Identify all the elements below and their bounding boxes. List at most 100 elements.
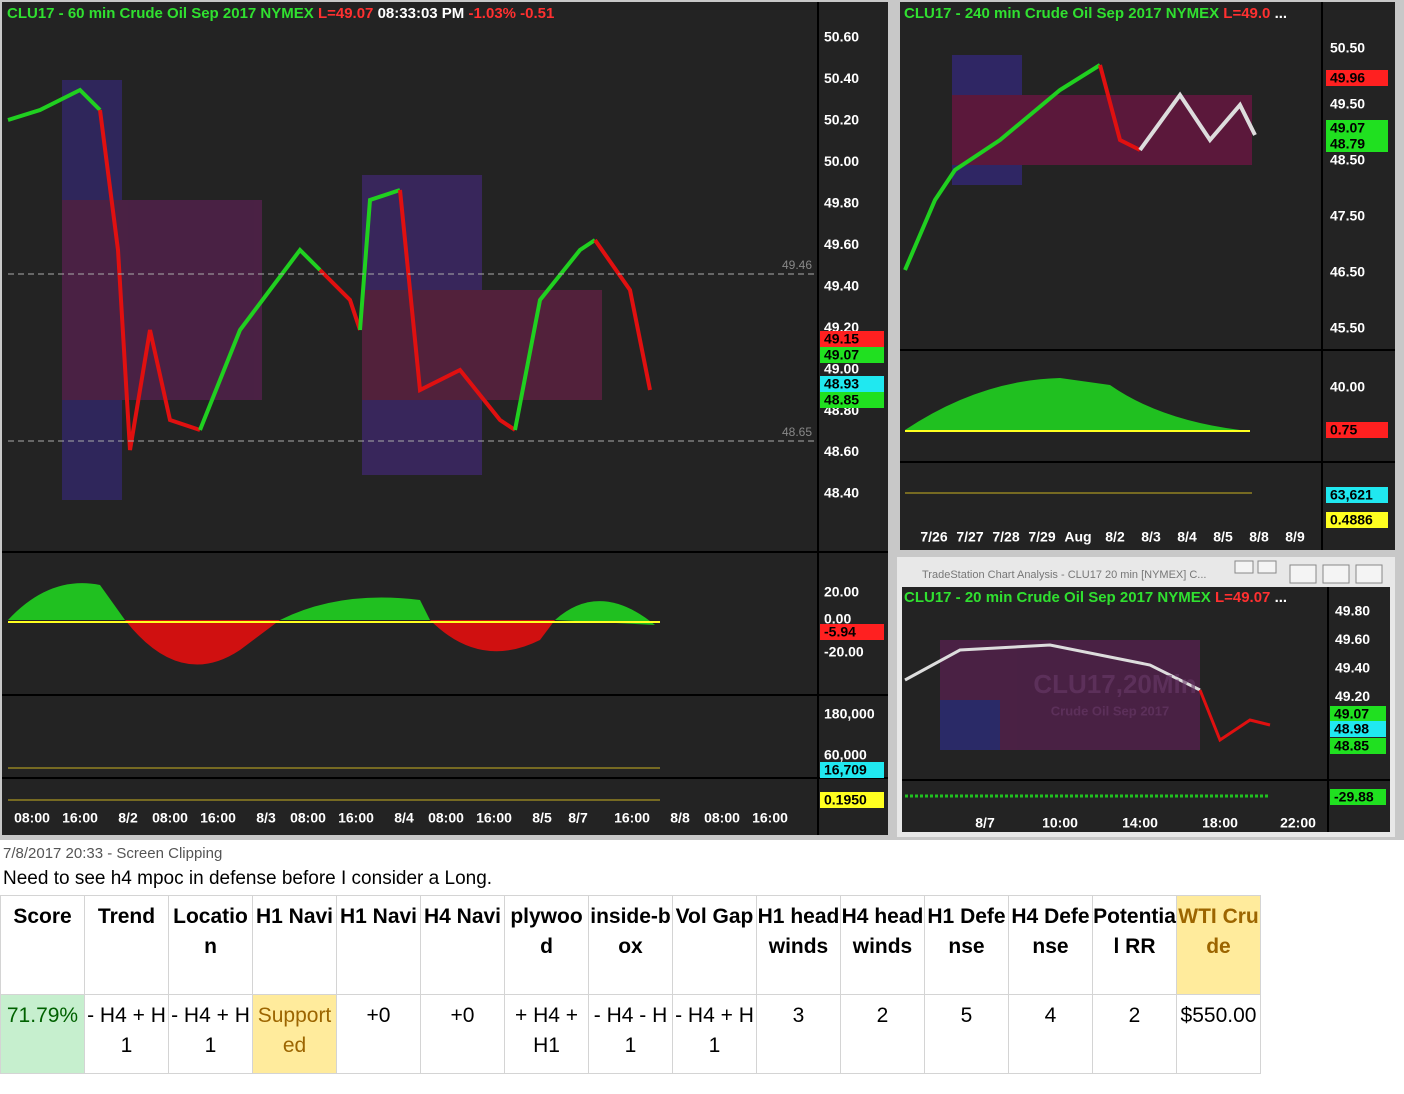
x-tick-label: 7/28 [992, 529, 1019, 545]
y-tick-label: 50.20 [824, 112, 859, 128]
y-tick-label: 49.60 [1335, 631, 1370, 647]
price-marker-label: 16,709 [824, 762, 867, 778]
data-cell: - H4 + H1 [168, 994, 253, 1074]
x-tick-label: 8/3 [1141, 529, 1161, 545]
title-part: CLU17 - 60 min Crude Oil Sep 2017 NYMEX [7, 5, 314, 22]
data-row: 71.79% - H4 + H1- H4 + H1 Supported +0 +0 + H… [0, 994, 1261, 1074]
x-tick-label: 7/29 [1028, 529, 1055, 545]
price-marker-box [1326, 136, 1388, 152]
window-title: TradeStation Chart Analysis - CLU17 20 m… [922, 569, 1206, 581]
price-marker-box [1326, 512, 1388, 528]
x-tick-label: 8/8 [1249, 529, 1269, 545]
price-marker-box [820, 792, 884, 808]
price-decoration [7, 63, 1271, 743]
volume-tick-label: 180,000 [824, 706, 875, 722]
data-cell: 2 [1092, 994, 1177, 1074]
data-cell: - H4 - H1 [588, 994, 673, 1074]
osc-tick-label: 20.00 [824, 584, 859, 600]
data-cell: +0 [336, 994, 421, 1074]
price-marker-label: -29.88 [1334, 789, 1374, 805]
price-marker-label: 48.85 [1334, 738, 1369, 754]
price-marker-box [1326, 70, 1388, 86]
x-tick-label: 8/2 [118, 810, 138, 826]
data-cell: 5 [924, 994, 1009, 1074]
x-tick-label: 8/4 [394, 810, 414, 826]
y-tick-label: 50.50 [1330, 40, 1365, 56]
x-tick-label: 16:00 [752, 810, 788, 826]
x-tick-label: 8/5 [1213, 529, 1233, 545]
score-table: Score Trend Location H1 Navi H1 Navi H4 Navi p… [0, 895, 1261, 1074]
title-part: 08:33:03 PM [378, 5, 465, 22]
header-cell: Score [0, 895, 85, 995]
x-tick-label: 16:00 [614, 810, 650, 826]
title-part: L=49.0 [1223, 5, 1270, 22]
data-cell: +0 [420, 994, 505, 1074]
title-part: -0.51 [520, 5, 554, 22]
x-tick-label: 14:00 [1122, 815, 1158, 831]
title-part: CLU17 - 20 min Crude Oil Sep 2017 NYMEX [904, 589, 1211, 606]
header-cell: WTI Crude [1176, 895, 1261, 995]
price-marker-box [820, 762, 884, 778]
x-tick-label: 16:00 [338, 810, 374, 826]
title-part: L=49.07 [318, 5, 373, 22]
y-tick-label: 49.20 [1335, 688, 1370, 704]
price-marker-box [1330, 706, 1386, 722]
price-marker-box [1330, 738, 1386, 754]
header-cell: H4 Defense [1008, 895, 1093, 995]
data-cell: - H4 + H1 [672, 994, 757, 1074]
price-marker-label: 49.96 [1330, 70, 1365, 86]
price-marker-label: 0.4886 [1330, 512, 1373, 528]
y-tick-label: 49.60 [824, 236, 859, 252]
title-part: L=49.07 [1215, 589, 1270, 606]
price-marker-label: 0.1950 [824, 792, 867, 808]
price-marker-label: 48.85 [824, 392, 859, 408]
x-tick-label: 08:00 [152, 810, 188, 826]
header-cell: Location [168, 895, 253, 995]
header-cell: H1 Navi [252, 895, 337, 995]
price-marker-box [820, 376, 884, 392]
chart-title: CLU17 - 240 min Crude Oil Sep 2017 NYMEX… [904, 5, 1287, 22]
x-tick-label: 16:00 [62, 810, 98, 826]
header-cell: Trend [84, 895, 169, 995]
data-cell: - H4 + H1 [84, 994, 169, 1074]
y-tick-label: 49.80 [1335, 603, 1370, 619]
price-marker-label: 49.07 [1334, 706, 1369, 722]
level-lines [8, 273, 816, 442]
x-tick-label: 16:00 [476, 810, 512, 826]
price-marker-box [1330, 721, 1386, 737]
title-part: ... [1275, 589, 1288, 606]
x-tick-label: 8/3 [256, 810, 276, 826]
price-marker-label: 48.93 [824, 376, 859, 392]
price-marker-box [820, 624, 884, 640]
y-tick-label: 49.00 [824, 360, 859, 376]
price-marker-box [1326, 487, 1388, 503]
price-marker-box [820, 331, 884, 347]
data-cell: + H4 + H1 [504, 994, 589, 1074]
x-tick-label: 10:00 [1042, 815, 1078, 831]
oscillator-decoration [8, 378, 1268, 801]
header-cell: Vol Gap [672, 895, 757, 995]
data-cell: 71.79% [0, 994, 85, 1074]
chart-screens: CLU17 - 60 min Crude Oil Sep 2017 NYMEX … [0, 0, 1404, 840]
x-tick-label: 8/9 [1285, 529, 1305, 545]
x-tick-label: 8/5 [532, 810, 552, 826]
data-cell: $550.00 [1176, 994, 1261, 1074]
header-cell: H1 Navi [336, 895, 421, 995]
y-tick-label: 49.40 [824, 277, 859, 293]
title-part: CLU17 - 240 min Crude Oil Sep 2017 NYMEX [904, 5, 1219, 22]
x-tick-label: 16:00 [200, 810, 236, 826]
y-tick-label: 50.60 [824, 29, 859, 45]
header-cell: Potential RR [1092, 895, 1177, 995]
x-tick-label: 8/2 [1105, 529, 1125, 545]
header-cell: H1 Defense [924, 895, 1009, 995]
volume-profile [62, 55, 1252, 750]
title-part: ... [1275, 5, 1288, 22]
x-tick-label: 8/4 [1177, 529, 1197, 545]
price-marker-box [1330, 789, 1386, 805]
price-marker-label: 48.98 [1334, 721, 1369, 737]
y-tick-label: 50.40 [824, 70, 859, 86]
x-tick-label: 7/26 [920, 529, 947, 545]
y-tick-label: 49.50 [1330, 96, 1365, 112]
header-cell: H4 Navi [420, 895, 505, 995]
